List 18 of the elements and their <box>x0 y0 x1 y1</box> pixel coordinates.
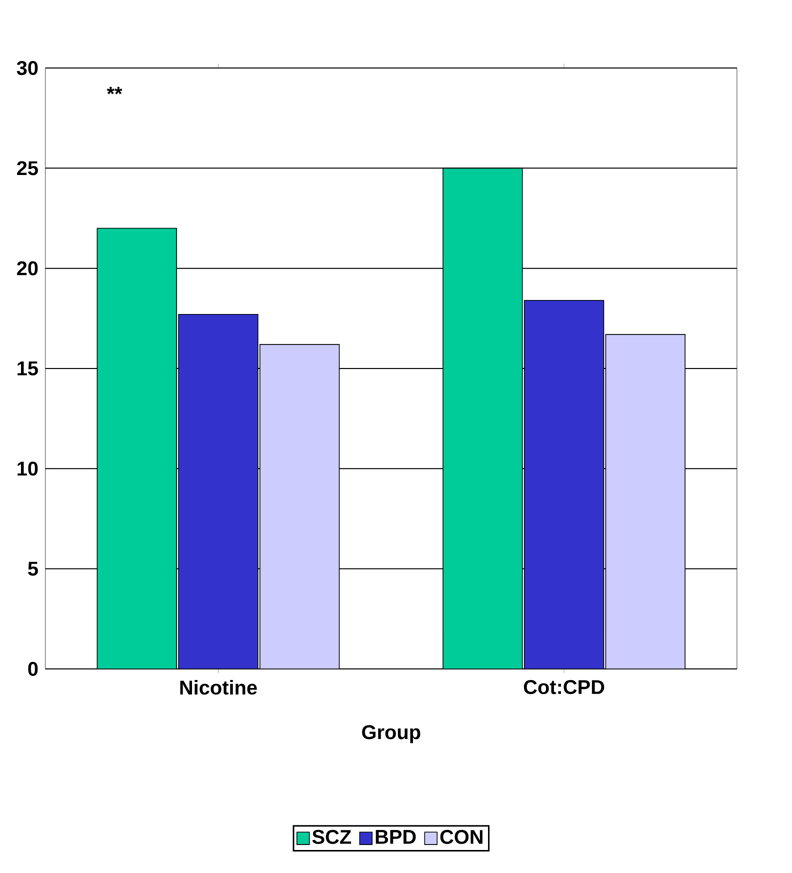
legend-label: CON <box>440 830 482 844</box>
bar <box>442 168 523 669</box>
legend-label: SCZ <box>312 830 352 844</box>
x-tick-label: Cot:CPD <box>524 680 604 694</box>
bar <box>178 314 258 669</box>
y-tick-label: 20 <box>17 261 38 276</box>
y-tick-label: 0 <box>28 662 38 676</box>
x-axis-title: Group <box>362 725 420 744</box>
bar <box>96 228 178 669</box>
y-tick-label: 30 <box>16 60 38 76</box>
legend-label: BPD <box>376 830 416 844</box>
annotation: ** <box>106 86 122 94</box>
y-tick-label: 10 <box>18 462 38 476</box>
x-tick-label: Nicotine <box>180 680 257 695</box>
y-tick-label: 5 <box>28 562 38 576</box>
bar <box>524 300 604 669</box>
y-tick-label: 15 <box>18 362 38 376</box>
y-tick-label: 25 <box>17 161 38 176</box>
